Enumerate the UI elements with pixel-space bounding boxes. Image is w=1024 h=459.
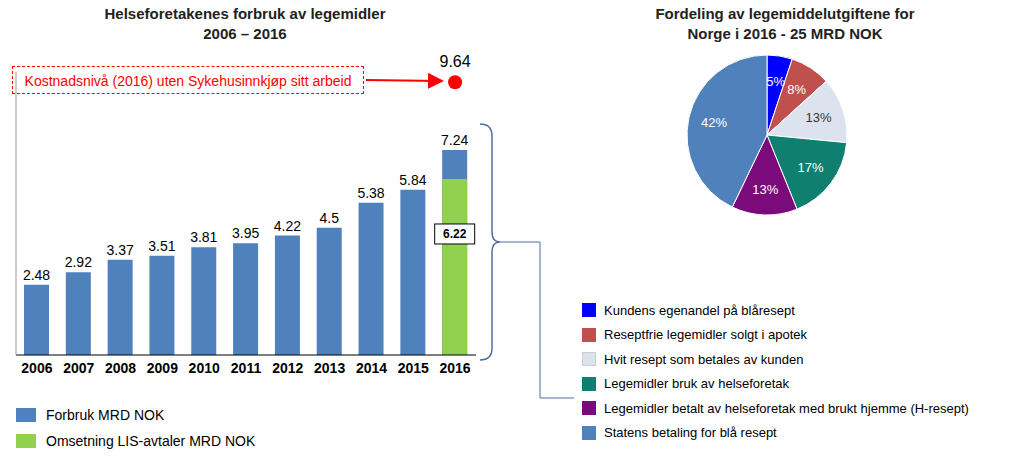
svg-text:2006: 2006 xyxy=(21,360,52,376)
svg-text:2011: 2011 xyxy=(231,360,262,376)
svg-text:8%: 8% xyxy=(787,82,806,97)
html-text:Legemidler bruk av helseforeta: Legemidler bruk av helseforetak xyxy=(604,376,789,392)
svg-text:3.81: 3.81 xyxy=(190,229,217,245)
svg-text:2012: 2012 xyxy=(272,360,303,376)
svg-text:5.38: 5.38 xyxy=(357,185,384,201)
svg-text:3.51: 3.51 xyxy=(148,238,175,254)
svg-text:17%: 17% xyxy=(798,160,824,175)
svg-text:7.24: 7.24 xyxy=(441,132,468,148)
svg-text:2010: 2010 xyxy=(189,360,220,376)
html-text:Fordeling av legemiddelutgifte: Fordeling av legemiddelutgiftene for xyxy=(655,5,915,22)
svg-text:4.22: 4.22 xyxy=(274,218,301,234)
html-text:Kundens egenandel på blåresept: Kundens egenandel på blåresept xyxy=(604,302,795,318)
svg-text:2015: 2015 xyxy=(398,360,429,376)
svg-text:2007: 2007 xyxy=(63,360,94,376)
svg-text:42%: 42% xyxy=(701,115,727,130)
html-text:Norge i 2016 - 25 MRD NOK: Norge i 2016 - 25 MRD NOK xyxy=(687,25,883,42)
svg-text:2013: 2013 xyxy=(314,360,345,376)
html-text:2006 – 2016: 2006 – 2016 xyxy=(203,25,287,42)
svg-text:2.48: 2.48 xyxy=(23,267,50,283)
svg-text:2016: 2016 xyxy=(440,360,471,376)
svg-text:5.84: 5.84 xyxy=(399,172,426,188)
svg-text:2009: 2009 xyxy=(147,360,178,376)
html-text:Statens betaling for blå resep: Statens betaling for blå resept xyxy=(604,425,777,441)
html-text:Helseforetakenes forbruk av le: Helseforetakenes forbruk av legemidler xyxy=(104,5,386,22)
svg-text:2014: 2014 xyxy=(356,360,387,376)
html-text:Reseptfrie legemidler solgt i: Reseptfrie legemidler solgt i apotek xyxy=(604,327,808,343)
svg-text:9.64: 9.64 xyxy=(440,53,471,70)
html-text:Forbruk MRD NOK: Forbruk MRD NOK xyxy=(46,407,165,423)
svg-text:4.5: 4.5 xyxy=(319,210,339,226)
svg-text:3.37: 3.37 xyxy=(107,242,134,258)
html-text:Legemidler betalt av helsefore: Legemidler betalt av helseforetak med br… xyxy=(604,400,969,416)
svg-text:3.95: 3.95 xyxy=(232,225,259,241)
html-text:Omsetning LIS-avtaler MRD NOK: Omsetning LIS-avtaler MRD NOK xyxy=(46,433,256,449)
html-text:Kostnadsnivå (2016) uten Sykeh: Kostnadsnivå (2016) uten Sykehusinnkjøp … xyxy=(24,73,352,89)
svg-text:2.92: 2.92 xyxy=(65,254,92,270)
svg-text:2008: 2008 xyxy=(105,360,136,376)
svg-text:5%: 5% xyxy=(766,74,785,89)
svg-text:13%: 13% xyxy=(752,182,778,197)
svg-text:13%: 13% xyxy=(806,110,832,125)
svg-text:6.22: 6.22 xyxy=(443,227,467,241)
html-text:Hvit resept som betales av kun: Hvit resept som betales av kunden xyxy=(604,351,804,367)
